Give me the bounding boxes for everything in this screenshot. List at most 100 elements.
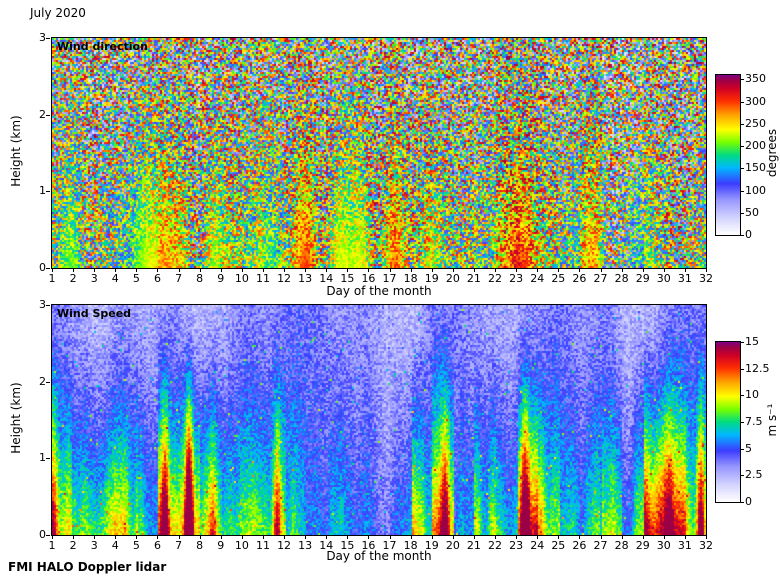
colorbar-tick-mark	[741, 422, 744, 423]
y-tick-mark	[46, 458, 50, 460]
figure-title: July 2020	[30, 6, 86, 20]
x-tick-mark	[410, 269, 412, 272]
x-tick-label: 30	[656, 272, 671, 285]
x-tick-mark	[157, 269, 159, 272]
colorbar-tick-label: 250	[745, 116, 766, 130]
x-tick-label: 1	[48, 272, 56, 285]
x-tick-mark	[368, 269, 370, 272]
x-tick-label: 16	[361, 272, 376, 285]
x-tick-mark	[284, 269, 286, 272]
x-tick-label: 5	[132, 272, 140, 285]
x-tick-label: 3	[90, 539, 98, 552]
x-tick-mark	[220, 269, 222, 272]
wind-direction-heatmap	[52, 38, 706, 268]
instrument-caption: FMI HALO Doppler lidar	[8, 560, 167, 574]
x-tick-label: 5	[132, 539, 140, 552]
x-tick-label: 8	[196, 539, 204, 552]
y-tick-label: 1	[39, 451, 46, 465]
x-tick-label: 28	[614, 272, 629, 285]
x-tick-mark	[115, 269, 117, 272]
x-tick-label: 26	[572, 539, 587, 552]
x-tick-label: 8	[196, 272, 204, 285]
x-tick-mark	[516, 269, 518, 272]
x-tick-label: 23	[509, 272, 524, 285]
x-tick-mark	[579, 536, 581, 539]
y-tick-mark	[46, 38, 50, 39]
x-tick-mark	[199, 269, 201, 272]
x-tick-label: 4	[111, 272, 119, 285]
x-tick-mark	[495, 269, 497, 272]
x-tick-label: 31	[677, 539, 692, 552]
x-tick-mark	[706, 536, 707, 539]
x-tick-mark	[326, 536, 328, 539]
colorbar-tick-label: 300	[745, 94, 766, 108]
x-tick-label: 21	[466, 272, 481, 285]
x-tick-mark	[621, 269, 623, 272]
x-tick-mark	[452, 536, 454, 539]
colorbar-tick-mark	[741, 342, 744, 343]
colorbar-tick-mark	[741, 368, 744, 370]
x-tick-mark	[537, 536, 539, 539]
x-tick-label: 20	[445, 272, 460, 285]
x-tick-label: 30	[656, 539, 671, 552]
x-tick-label: 28	[614, 539, 629, 552]
x-tick-mark	[73, 536, 75, 539]
x-tick-mark	[663, 536, 665, 539]
x-tick-label: 11	[255, 539, 270, 552]
x-tick-label: 26	[572, 272, 587, 285]
x-tick-mark	[199, 536, 201, 539]
degrees-colorbar-label: degrees	[765, 128, 779, 178]
x-tick-label: 24	[530, 272, 545, 285]
x-tick-mark	[220, 536, 222, 539]
colorbar-tick-mark	[741, 101, 744, 103]
colorbar-tick-label: 2.5	[745, 468, 763, 482]
colorbar-tick-mark	[741, 395, 744, 397]
y-tick-mark	[46, 381, 50, 383]
colorbar-tick-mark	[741, 79, 744, 81]
wind-direction-plot-frame	[51, 37, 707, 269]
x-tick-label: 20	[445, 539, 460, 552]
x-tick-mark	[389, 536, 391, 539]
wind-speed-heatmap	[52, 305, 706, 535]
colorbar-tick-label: 10	[745, 388, 759, 402]
x-tick-mark	[642, 269, 644, 272]
x-tick-label: 6	[153, 272, 161, 285]
x-tick-mark	[431, 536, 433, 539]
x-tick-label: 14	[319, 539, 334, 552]
x-tick-mark	[600, 269, 602, 272]
x-tick-label: 22	[488, 539, 503, 552]
colorbar-tick-mark	[741, 475, 744, 477]
x-tick-label: 27	[593, 272, 608, 285]
direction-colorbar-frame	[715, 74, 741, 236]
x-tick-label: 18	[403, 272, 418, 285]
x-tick-label: 15	[340, 272, 355, 285]
x-tick-mark	[558, 536, 560, 539]
x-tick-label: 27	[593, 539, 608, 552]
x-tick-mark	[136, 536, 138, 539]
wind-speed-plot-frame	[51, 304, 707, 536]
x-tick-mark	[537, 269, 539, 272]
x-tick-mark	[684, 536, 686, 539]
x-tick-label: 3	[90, 272, 98, 285]
y-tick-label: 0	[39, 261, 46, 274]
x-tick-mark	[495, 536, 497, 539]
colorbar-tick-mark	[741, 448, 744, 450]
x-tick-label: 2	[69, 272, 77, 285]
x-tick-label: 25	[551, 539, 566, 552]
colorbar-tick-label: 350	[745, 72, 766, 86]
x-tick-mark	[431, 269, 433, 272]
y-tick-mark	[46, 305, 50, 306]
x-tick-mark	[473, 536, 475, 539]
x-tick-label: 23	[509, 539, 524, 552]
x-tick-label: 22	[488, 272, 503, 285]
x-tick-label: 24	[530, 539, 545, 552]
x-tick-mark	[579, 269, 581, 272]
x-tick-mark	[684, 269, 686, 272]
x-tick-label: 12	[277, 272, 292, 285]
x-tick-label: 25	[551, 272, 566, 285]
x-tick-mark	[136, 269, 138, 272]
x-tick-label: 6	[153, 539, 161, 552]
speed-colorbar	[716, 342, 740, 502]
x-tick-mark	[94, 269, 96, 272]
